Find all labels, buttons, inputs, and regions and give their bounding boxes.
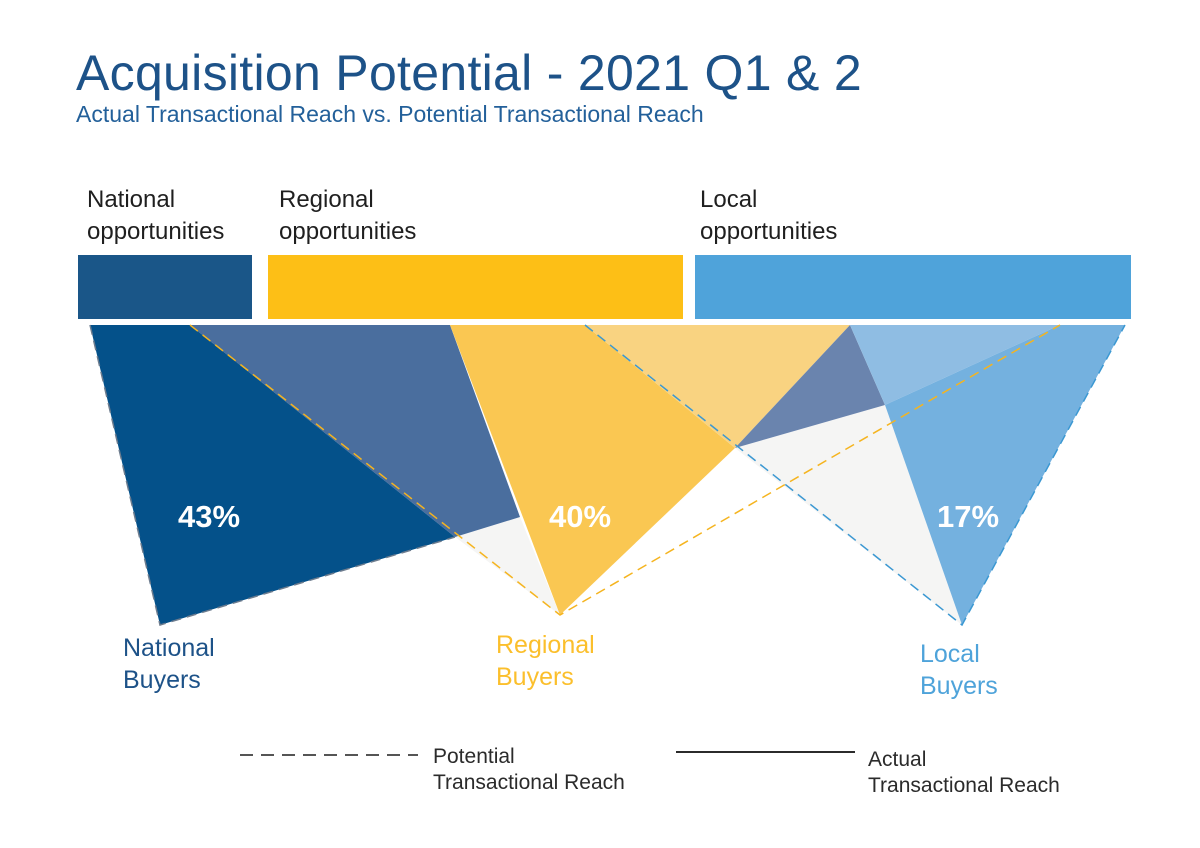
local-wedge bbox=[885, 325, 1125, 625]
national-buyers-label: National Buyers bbox=[123, 634, 215, 694]
potential-reach-national bbox=[89, 324, 456, 626]
legend-actual-label: Actual Transactional Reach bbox=[868, 748, 1060, 797]
national-opportunities-bar bbox=[78, 255, 252, 319]
regional-wedge-upper bbox=[585, 325, 850, 448]
potential-reach-regional bbox=[189, 324, 1061, 616]
page-title: Acquisition Potential - 2021 Q1 & 2 bbox=[76, 45, 862, 101]
overlap-region-national-regional bbox=[455, 517, 560, 615]
local-buyers-percent: 17% bbox=[936, 499, 1000, 534]
local-opportunities-bar bbox=[695, 255, 1131, 319]
local-opportunities-label: Local opportunities bbox=[700, 186, 838, 245]
regional-opportunities-bar bbox=[268, 255, 683, 319]
national-wedge-upper bbox=[190, 325, 520, 537]
regional-wedge bbox=[450, 325, 735, 615]
page-subtitle: Actual Transactional Reach vs. Potential… bbox=[76, 101, 704, 127]
national-wedge bbox=[90, 325, 455, 625]
local-wedge-upper bbox=[850, 325, 1060, 405]
legend-potential-label: Potential Transactional Reach bbox=[433, 745, 625, 794]
regional-buyers-percent: 40% bbox=[548, 499, 612, 534]
regional-buyers-label: Regional Buyers bbox=[496, 631, 595, 691]
overlap-region-regional-local bbox=[735, 405, 962, 625]
potential-reach-local bbox=[584, 324, 1126, 627]
local-overlap-wedge bbox=[735, 325, 885, 448]
national-opportunities-label: National opportunities bbox=[87, 186, 225, 245]
national-buyers-percent: 43% bbox=[177, 499, 241, 534]
regional-opportunities-label: Regional opportunities bbox=[279, 186, 417, 245]
local-buyers-label: Local Buyers bbox=[920, 640, 998, 700]
